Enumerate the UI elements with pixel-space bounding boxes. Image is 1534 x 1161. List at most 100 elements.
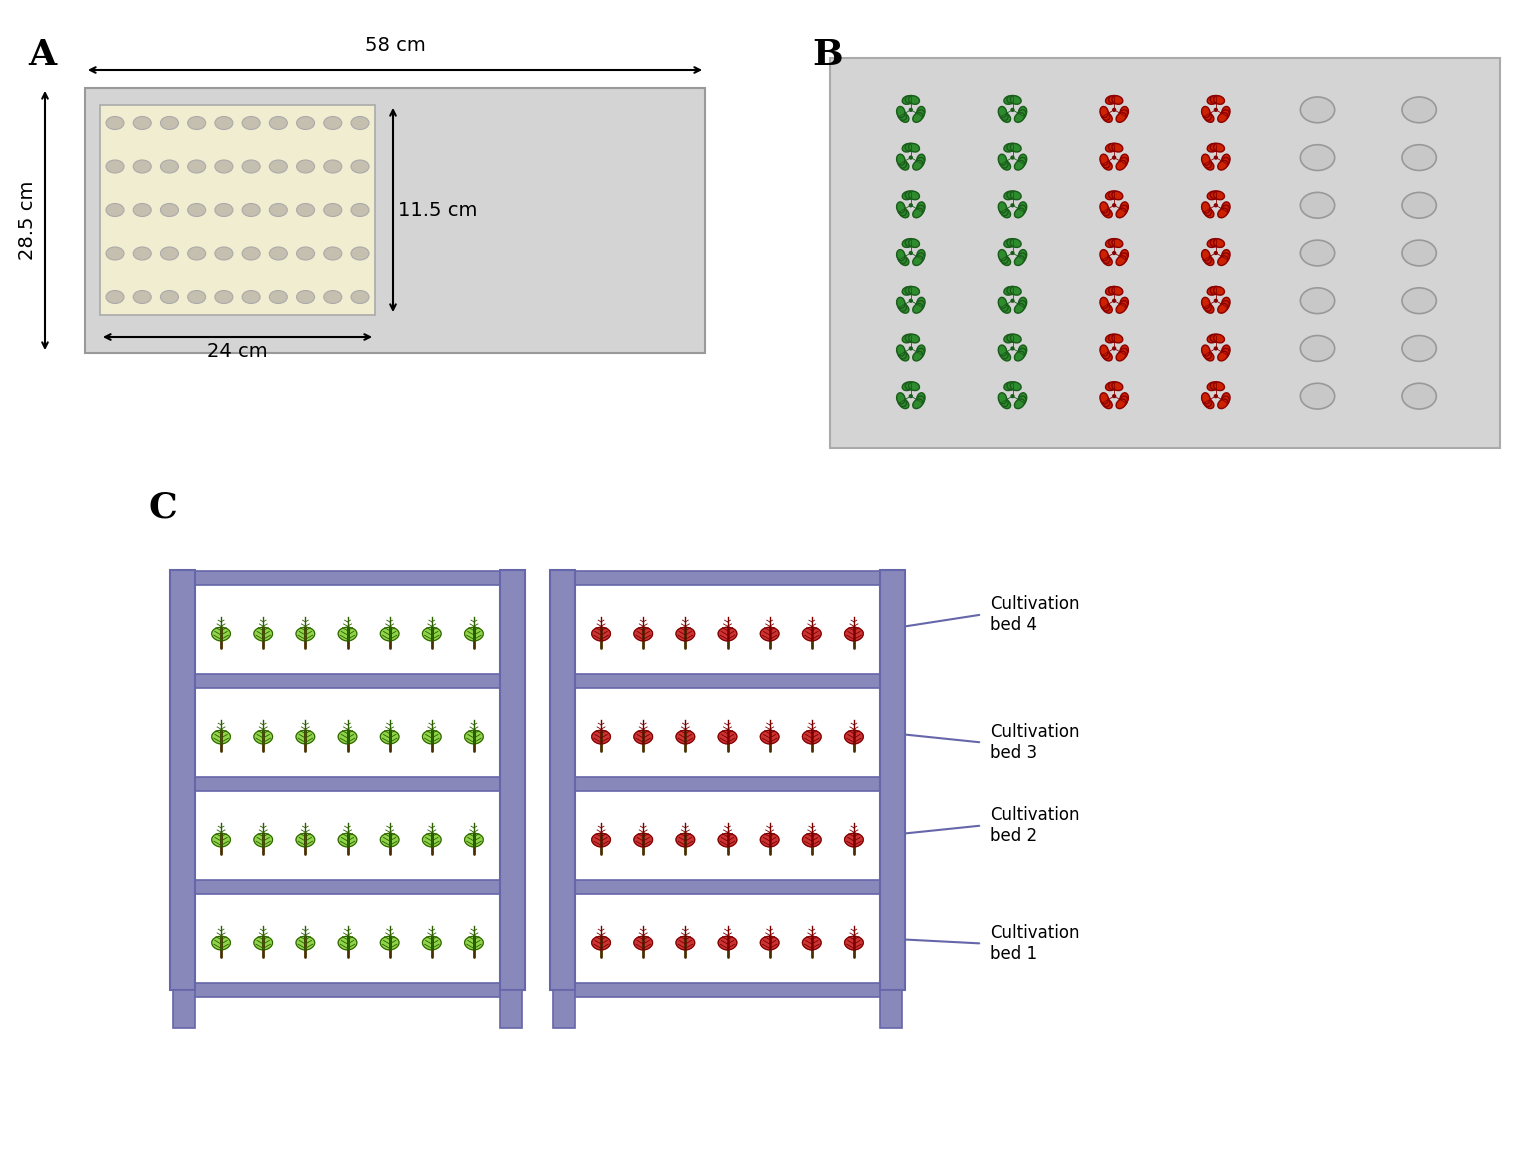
Ellipse shape (908, 239, 919, 247)
Polygon shape (761, 834, 779, 846)
Ellipse shape (1203, 253, 1212, 264)
Ellipse shape (324, 290, 342, 303)
Bar (100, 104, 374, 315)
Ellipse shape (1106, 382, 1117, 390)
Ellipse shape (351, 247, 370, 260)
Ellipse shape (905, 143, 916, 151)
Ellipse shape (1101, 348, 1109, 359)
Ellipse shape (1301, 98, 1335, 123)
Ellipse shape (161, 160, 178, 173)
Ellipse shape (270, 116, 287, 130)
Circle shape (1112, 251, 1117, 255)
Ellipse shape (1019, 202, 1026, 212)
Ellipse shape (1402, 336, 1436, 361)
Ellipse shape (1221, 202, 1230, 212)
Ellipse shape (1213, 382, 1224, 390)
Circle shape (1011, 298, 1014, 303)
Ellipse shape (1120, 392, 1129, 404)
Ellipse shape (1118, 253, 1127, 264)
Ellipse shape (1220, 253, 1229, 264)
Ellipse shape (1100, 202, 1108, 212)
Polygon shape (761, 730, 779, 744)
Bar (500, 570, 525, 990)
Ellipse shape (1210, 239, 1221, 247)
Ellipse shape (908, 287, 919, 295)
Ellipse shape (905, 334, 916, 342)
Ellipse shape (270, 247, 287, 260)
Ellipse shape (1120, 250, 1129, 261)
Ellipse shape (1117, 113, 1126, 122)
Ellipse shape (1402, 193, 1436, 218)
Polygon shape (845, 730, 864, 744)
Ellipse shape (1112, 144, 1123, 152)
Ellipse shape (1003, 144, 1016, 152)
Ellipse shape (1112, 239, 1123, 247)
Ellipse shape (296, 290, 314, 303)
Ellipse shape (913, 399, 922, 409)
Ellipse shape (1118, 158, 1127, 168)
Ellipse shape (1011, 382, 1022, 390)
Polygon shape (380, 936, 399, 950)
Ellipse shape (899, 352, 910, 361)
Ellipse shape (1210, 143, 1221, 151)
Ellipse shape (1019, 250, 1026, 261)
Ellipse shape (896, 250, 905, 261)
Ellipse shape (1220, 205, 1229, 216)
Ellipse shape (999, 205, 1008, 216)
Ellipse shape (1120, 107, 1129, 117)
Polygon shape (465, 730, 483, 744)
Ellipse shape (1210, 95, 1221, 103)
Ellipse shape (999, 392, 1006, 404)
Ellipse shape (270, 290, 287, 303)
Circle shape (1112, 298, 1117, 303)
Ellipse shape (1118, 205, 1127, 216)
Text: Cultivation
bed 2: Cultivation bed 2 (989, 806, 1080, 845)
Polygon shape (718, 627, 736, 641)
Ellipse shape (215, 203, 233, 216)
Circle shape (1112, 156, 1117, 160)
Polygon shape (592, 627, 611, 641)
Ellipse shape (1301, 240, 1335, 266)
Ellipse shape (1003, 382, 1016, 390)
Ellipse shape (897, 301, 907, 311)
Ellipse shape (896, 202, 905, 212)
Ellipse shape (916, 348, 925, 359)
Ellipse shape (1011, 96, 1022, 104)
Ellipse shape (908, 96, 919, 104)
Circle shape (1213, 251, 1218, 255)
Ellipse shape (1112, 382, 1123, 390)
Bar (552, 990, 575, 1027)
Text: Cultivation
bed 4: Cultivation bed 4 (989, 596, 1080, 634)
Polygon shape (676, 730, 695, 744)
Polygon shape (296, 936, 314, 950)
Ellipse shape (1112, 192, 1123, 200)
Ellipse shape (999, 348, 1008, 359)
Polygon shape (212, 834, 230, 846)
Ellipse shape (1203, 301, 1212, 311)
Ellipse shape (1220, 396, 1229, 406)
Ellipse shape (1014, 160, 1025, 170)
Ellipse shape (1117, 399, 1126, 409)
Ellipse shape (1011, 287, 1022, 295)
Ellipse shape (1220, 301, 1229, 311)
Polygon shape (592, 834, 611, 846)
Ellipse shape (1210, 190, 1221, 199)
Ellipse shape (1000, 113, 1011, 122)
Ellipse shape (1017, 110, 1026, 121)
Ellipse shape (913, 352, 922, 361)
Ellipse shape (1301, 145, 1335, 171)
Ellipse shape (1006, 190, 1019, 199)
Ellipse shape (917, 154, 925, 165)
Ellipse shape (1103, 303, 1112, 313)
Ellipse shape (902, 334, 913, 342)
Ellipse shape (1003, 334, 1016, 342)
Ellipse shape (1204, 160, 1213, 170)
Polygon shape (337, 834, 357, 846)
Polygon shape (802, 730, 821, 744)
Ellipse shape (1213, 96, 1224, 104)
Ellipse shape (1120, 297, 1129, 309)
Ellipse shape (899, 113, 910, 122)
Ellipse shape (215, 116, 233, 130)
Bar (830, 58, 1500, 448)
Ellipse shape (1103, 399, 1112, 409)
